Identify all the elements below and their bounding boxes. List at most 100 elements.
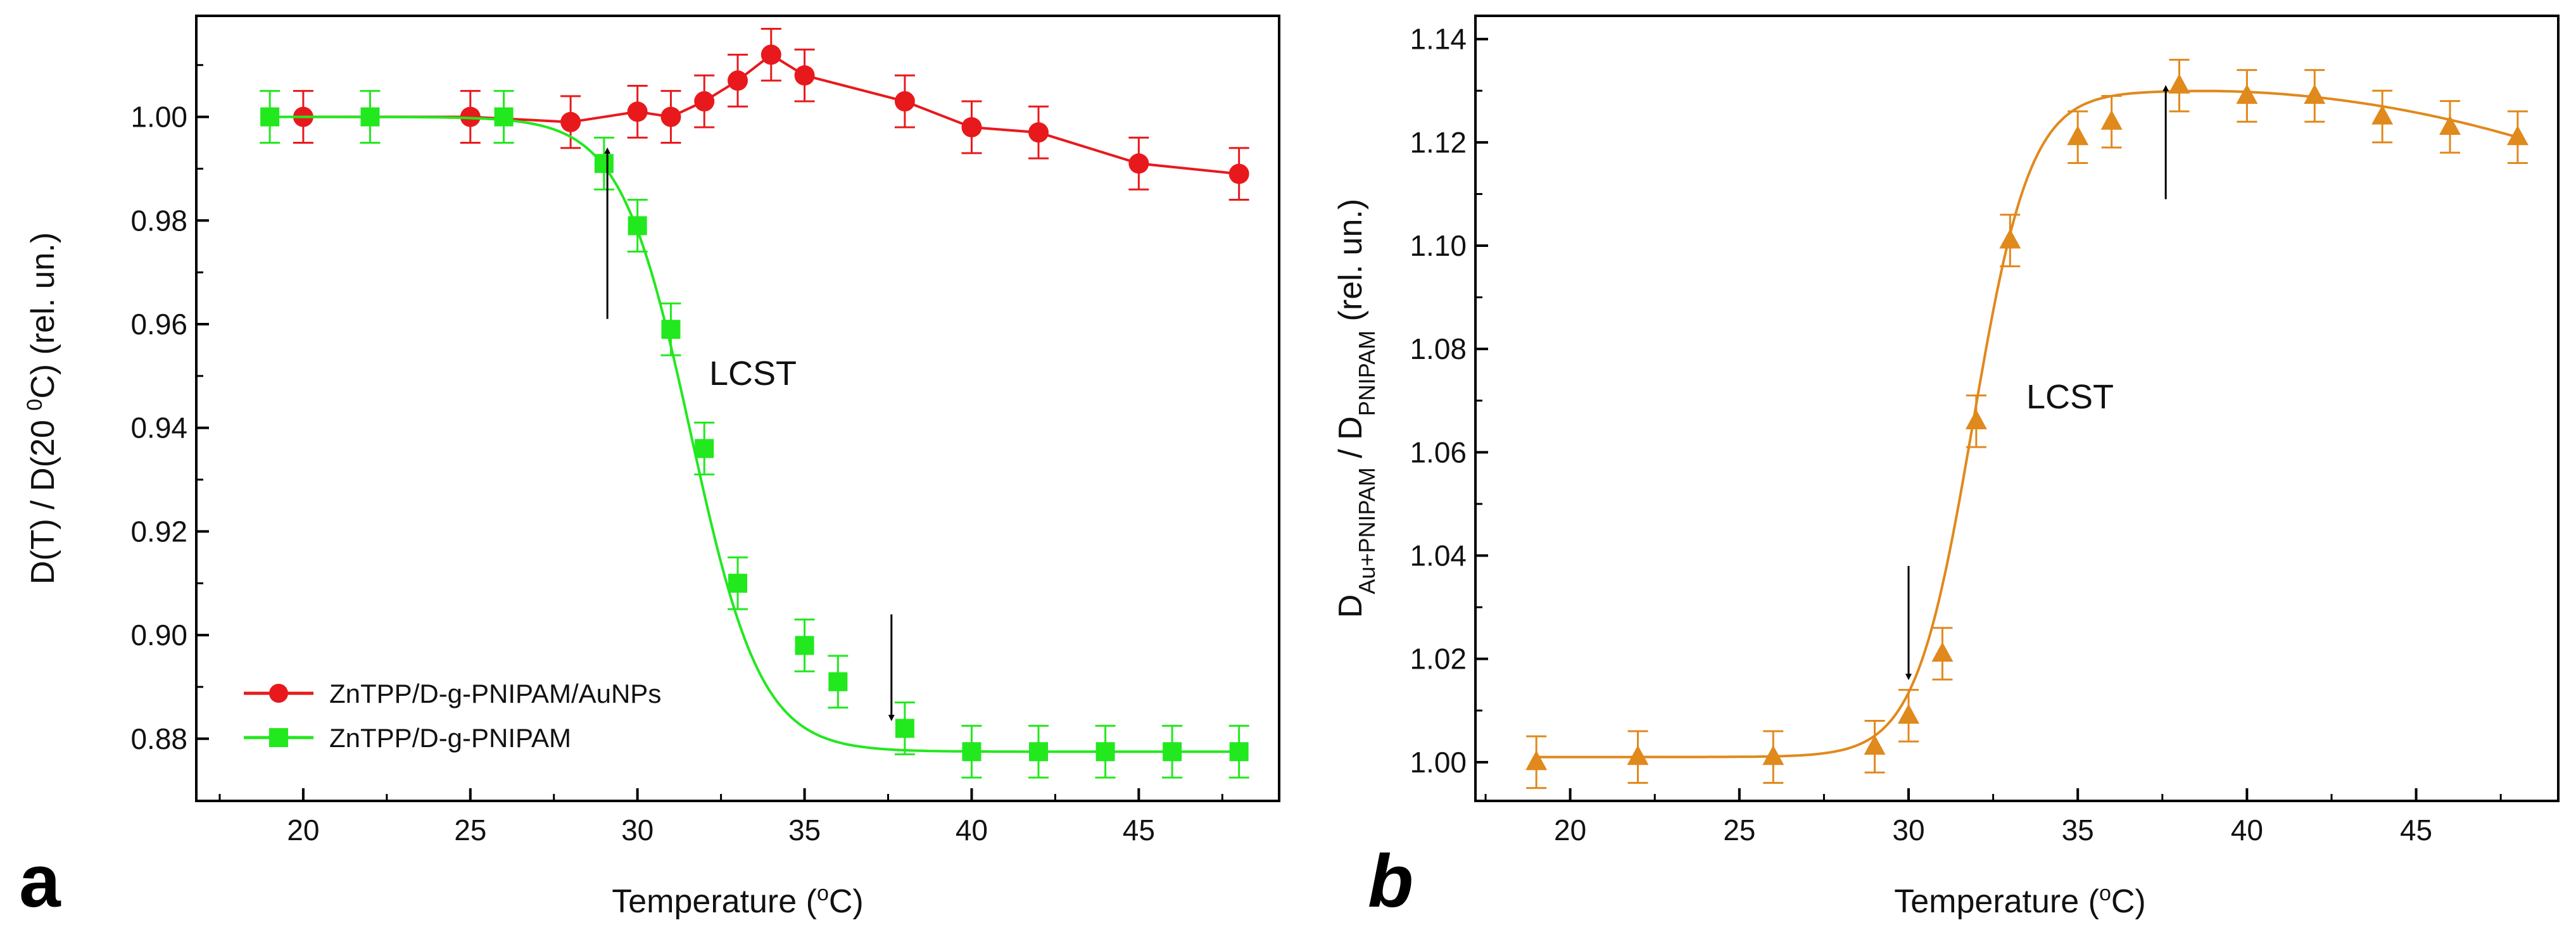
y-tick-label: 1.00 <box>1410 746 1467 779</box>
data-point <box>260 107 280 127</box>
data-point <box>1163 742 1182 762</box>
series-line <box>303 53 1239 175</box>
y-tick-label: 1.06 <box>1410 436 1467 469</box>
y-tick-label: 1.08 <box>1410 332 1467 365</box>
y-tick-label: 1.12 <box>1410 126 1467 159</box>
x-axis-ticks-b: 20 25 30 35 40 45 <box>1484 788 2502 846</box>
y-tick-label: 1.00 <box>130 101 187 134</box>
data-point <box>1525 750 1548 771</box>
series-line <box>1536 89 2518 758</box>
data-point <box>1128 153 1149 174</box>
data-point <box>594 154 614 173</box>
data-point <box>962 742 982 762</box>
plot-area-frame-a <box>195 15 1280 802</box>
y-tick-label: 0.92 <box>130 515 187 548</box>
data-point <box>1762 745 1784 765</box>
data-point <box>1931 641 1954 662</box>
legend-a: ZnTPP/D-g-PNIPAM/AuNPs ZnTPP/D-g-PNIPAM <box>244 679 661 753</box>
x-tick-label: 20 <box>287 814 319 846</box>
x-tick-label: 35 <box>2062 814 2094 846</box>
data-point <box>895 719 914 738</box>
data-point <box>628 216 647 236</box>
lcst-annotation-a: LCST <box>709 355 797 393</box>
data-point <box>1228 163 1249 184</box>
x-tick-label: 25 <box>1723 814 1755 846</box>
data-point <box>627 101 648 122</box>
legend-label-auNPs: ZnTPP/D-g-PNIPAM/AuNPs <box>329 679 661 708</box>
y-axis-ticks-b: 1.00 1.02 1.04 1.06 1.08 1.10 1.12 1.14 <box>1410 23 1488 779</box>
x-tick-label: 30 <box>1892 814 1924 846</box>
x-tick-label: 40 <box>2231 814 2263 846</box>
series-group-b <box>1525 58 2529 790</box>
series-line <box>270 115 1239 753</box>
data-point <box>1627 745 1649 765</box>
data-point <box>2168 73 2190 94</box>
x-tick-label: 25 <box>454 814 486 846</box>
x-axis-ticks-a: 20 25 30 35 40 45 <box>218 788 1223 846</box>
panel-label-b: b <box>1368 840 1413 923</box>
panel-label-a: a <box>19 840 61 923</box>
y-tick-label: 0.98 <box>130 204 187 237</box>
data-point <box>661 320 681 339</box>
data-point <box>2506 125 2529 146</box>
data-point <box>2100 110 2123 130</box>
x-tick-label: 45 <box>2400 814 2432 846</box>
data-point <box>894 91 915 112</box>
y-tick-label: 0.96 <box>130 308 187 341</box>
data-point <box>494 107 514 127</box>
data-point <box>1999 229 2021 249</box>
data-point <box>560 111 581 132</box>
y-tick-label: 0.90 <box>130 619 187 651</box>
chart-panel-b: 1.00 1.02 1.04 1.06 1.08 1.10 1.12 1.14 20 25 30 3… <box>1332 15 2560 923</box>
data-point <box>795 636 814 655</box>
y-axis-ticks-a: 0.88 0.90 0.92 0.94 0.96 0.98 1.00 <box>130 64 209 755</box>
x-tick-label: 30 <box>621 814 653 846</box>
chart-panel-a: 0.88 0.90 0.92 0.94 0.96 0.98 1.00 20 25 30 35 40 4… <box>19 15 1280 923</box>
data-point <box>2236 84 2258 104</box>
legend-label-pnipam: ZnTPP/D-g-PNIPAM <box>329 723 571 753</box>
legend-marker-pnipam <box>269 728 288 747</box>
y-tick-label: 0.94 <box>130 412 187 444</box>
x-tick-label: 45 <box>1123 814 1155 846</box>
data-point <box>1229 742 1249 762</box>
arrows-a <box>604 147 895 722</box>
x-tick-label: 35 <box>788 814 821 846</box>
data-point <box>2304 84 2326 104</box>
data-point <box>2371 104 2394 125</box>
series-group-a <box>260 27 1249 779</box>
y-tick-label: 0.88 <box>130 722 187 755</box>
x-axis-title-b: Temperature (oC) <box>1894 881 2145 920</box>
y-tick-label: 1.14 <box>1410 23 1467 56</box>
plot-area-frame-b <box>1474 15 2560 802</box>
y-tick-label: 1.02 <box>1410 643 1467 676</box>
data-point <box>694 91 715 112</box>
data-point <box>1029 742 1048 762</box>
data-point <box>728 70 748 91</box>
data-point <box>828 672 848 691</box>
data-point <box>1864 734 1886 755</box>
data-point <box>660 106 681 127</box>
data-point <box>728 574 747 593</box>
arrows-b <box>1905 85 2169 681</box>
data-point <box>2067 125 2089 146</box>
legend-marker-auNPs <box>269 684 288 703</box>
y-tick-label: 1.04 <box>1410 539 1467 572</box>
lcst-annotation-b: LCST <box>2026 378 2114 416</box>
data-point <box>761 44 781 65</box>
x-axis-title-a: Temperature (oC) <box>612 881 863 920</box>
data-point <box>961 116 982 137</box>
data-point <box>360 107 380 127</box>
data-point <box>1965 409 1987 429</box>
data-point <box>2439 115 2461 135</box>
data-point <box>794 65 815 86</box>
y-axis-title-a: D(T) / D(20 0C) (rel. un.) <box>23 232 61 584</box>
y-axis-title-b: DAu+PNIPAM / DPNIPAM (rel. un.) <box>1332 199 1380 618</box>
data-point <box>1898 703 1919 724</box>
x-tick-label: 20 <box>1554 814 1586 846</box>
data-point <box>695 439 714 458</box>
data-point <box>1095 742 1115 762</box>
y-tick-label: 1.10 <box>1410 229 1467 262</box>
x-tick-label: 40 <box>956 814 988 846</box>
data-point <box>1028 122 1049 143</box>
